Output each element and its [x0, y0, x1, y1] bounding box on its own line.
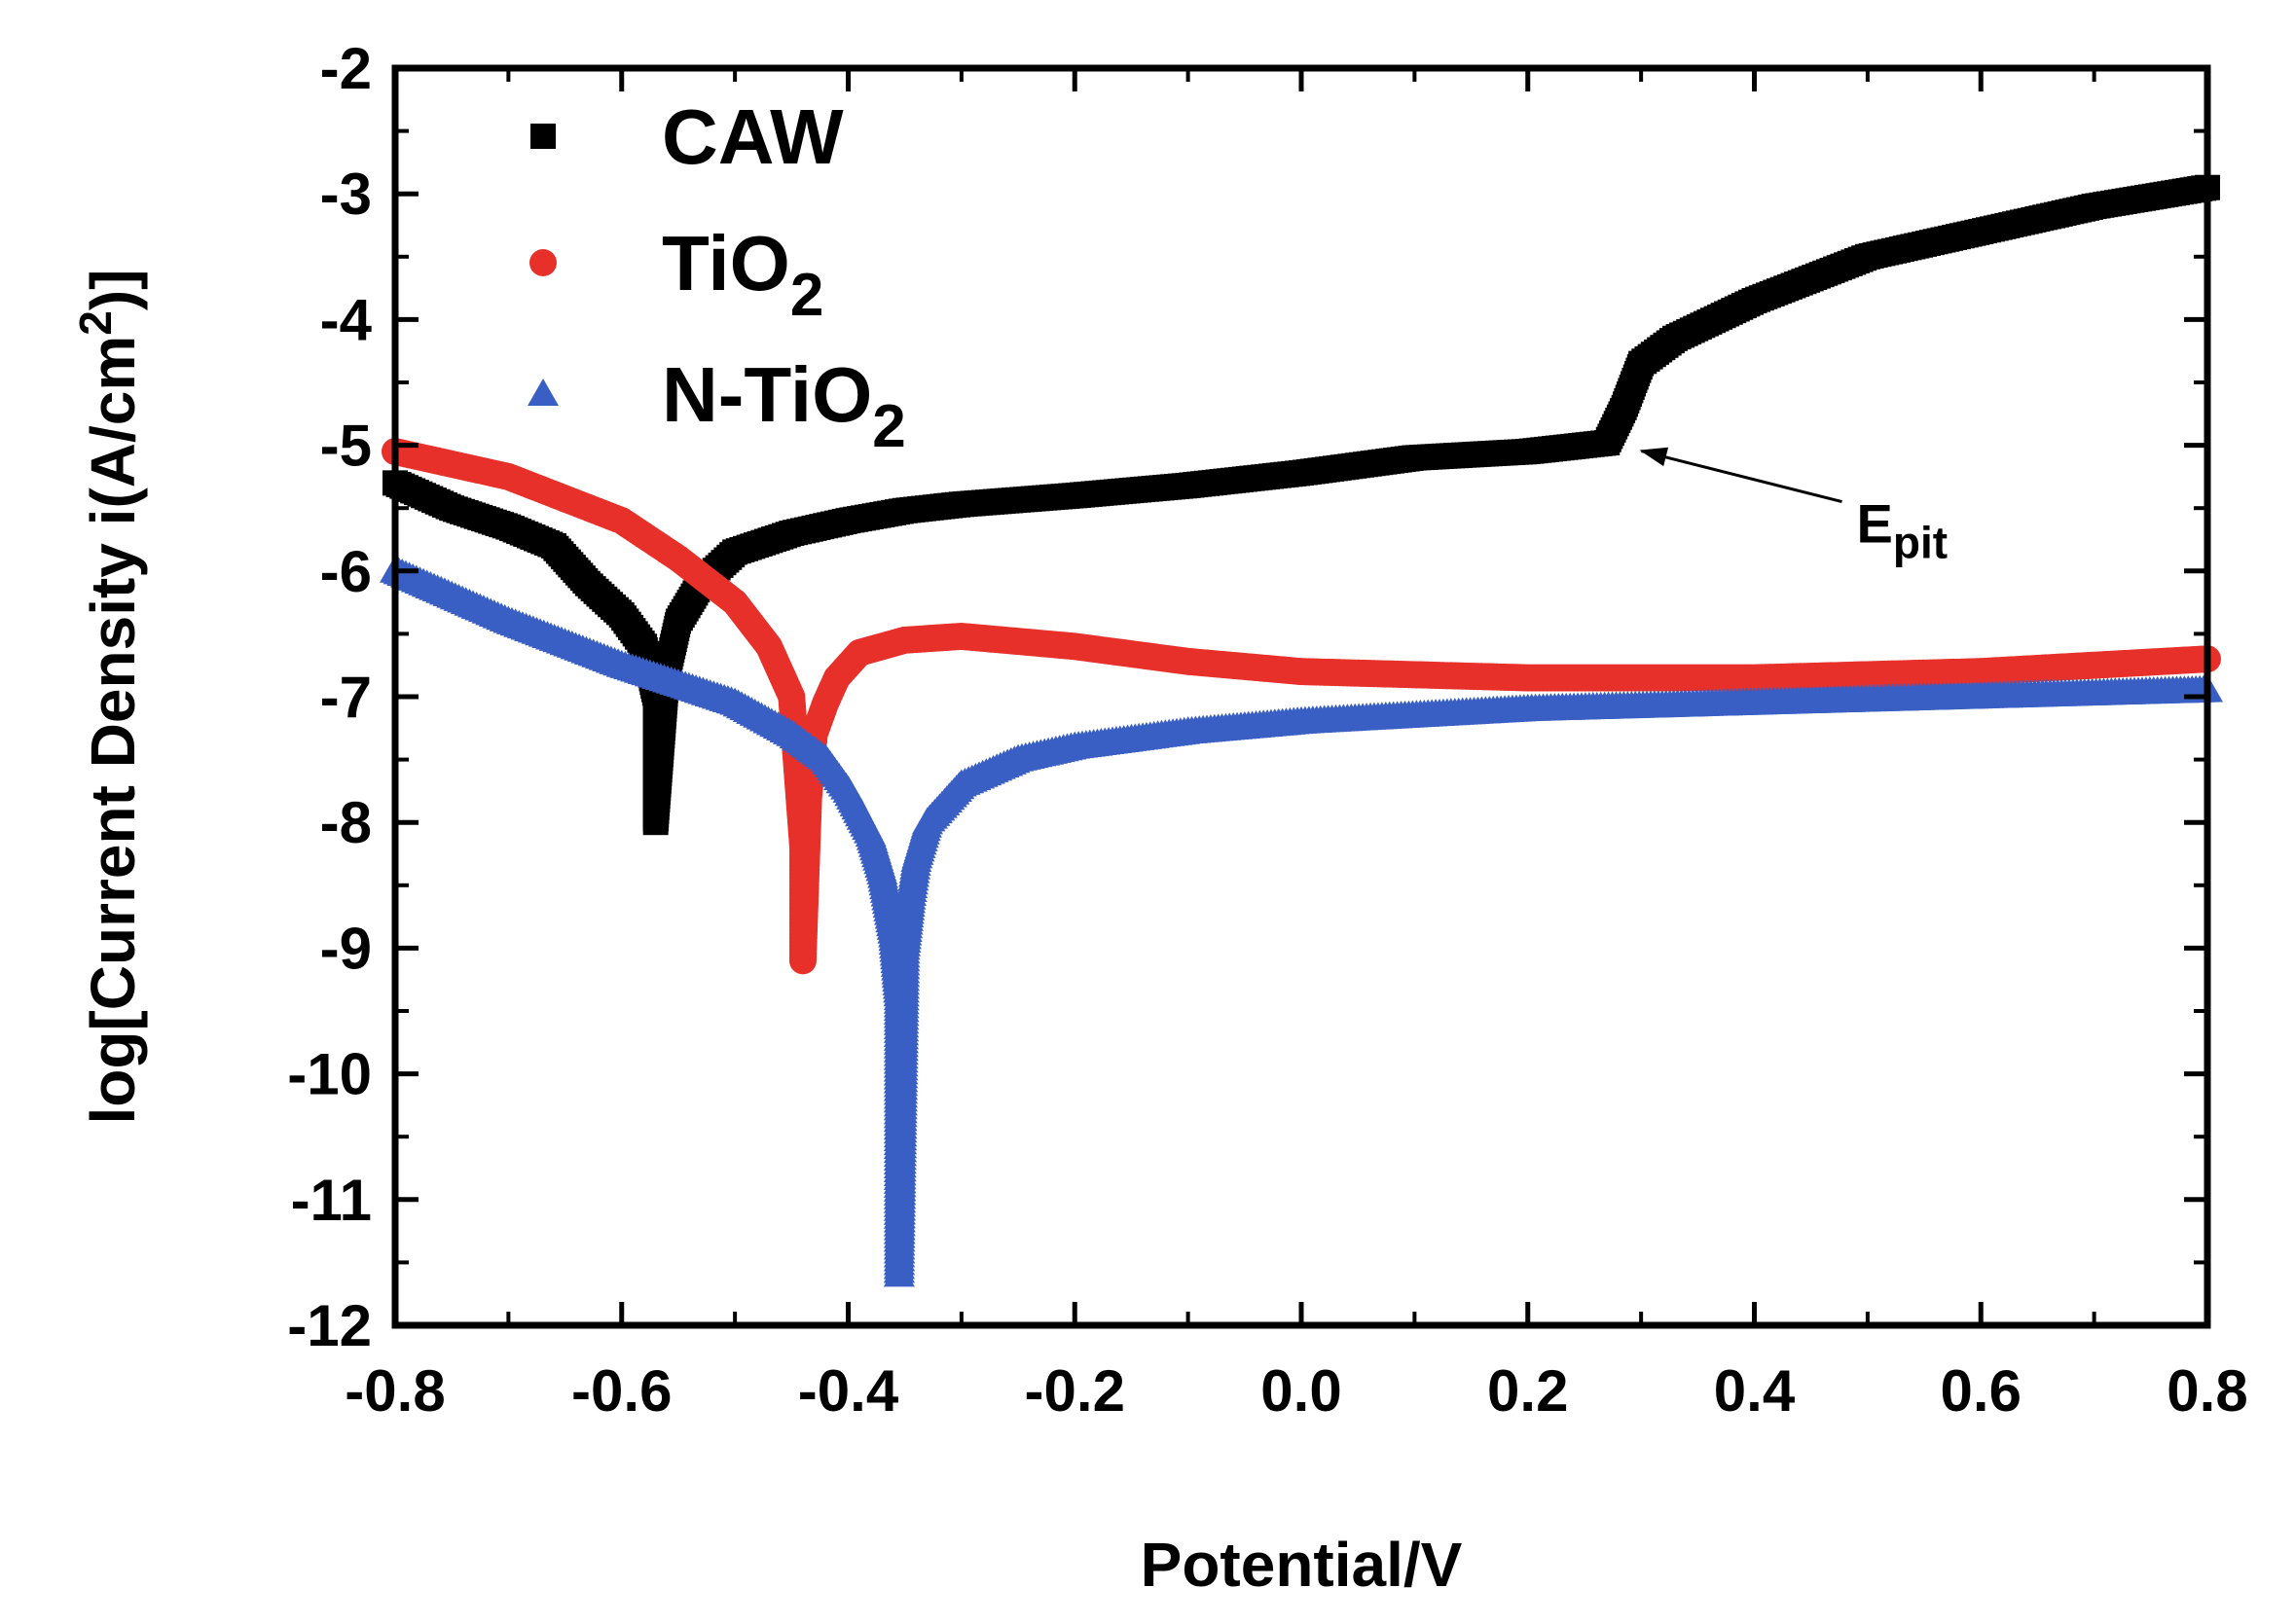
- y-tick-label: -4: [320, 287, 373, 352]
- legend: CAW TiO2 N-TiO2: [528, 93, 906, 460]
- y-tick-label: -2: [320, 36, 372, 101]
- series-tio2: [382, 438, 2221, 975]
- y-tick-label: -11: [291, 1168, 372, 1233]
- epit-annotation: Epit: [1639, 447, 1948, 568]
- epit-arrow-head: [1639, 447, 1669, 467]
- y-tick-label: -8: [320, 790, 372, 855]
- legend-item-n-tio2: N-TiO2: [528, 351, 906, 460]
- x-axis-title: Potential/V: [1141, 1530, 1463, 1600]
- y-tick-label: -7: [320, 665, 372, 730]
- y-tick-label: -9: [320, 916, 372, 981]
- x-tick-label: -0.4: [798, 1358, 899, 1424]
- legend-label-n-tio2: N-TiO2: [662, 351, 906, 460]
- legend-marker-triangle: [528, 379, 559, 406]
- y-tick-label: -10: [287, 1042, 372, 1107]
- legend-marker-circle: [529, 249, 557, 276]
- x-tick-label: -0.6: [571, 1358, 672, 1424]
- legend-label-tio2: TiO2: [662, 220, 823, 329]
- legend-marker-square: [530, 124, 556, 149]
- x-tick-label: 0.0: [1260, 1358, 1341, 1424]
- legend-item-caw: CAW: [530, 93, 844, 180]
- x-tick-label: -0.8: [345, 1358, 445, 1424]
- y-axis-title: log[Current Density i(A/cm2)]: [70, 270, 148, 1125]
- x-tick-label: 0.2: [1487, 1358, 1568, 1424]
- y-tick-label: -5: [320, 414, 372, 479]
- y-tick-label: -6: [320, 539, 372, 604]
- data-layer: [380, 174, 2223, 1287]
- epit-label: Epit: [1856, 493, 1948, 568]
- legend-item-tio2: TiO2: [529, 220, 823, 329]
- x-tick-label: 0.4: [1714, 1358, 1796, 1424]
- legend-label-caw: CAW: [662, 93, 844, 180]
- axes-layer: -0.8 -0.6 -0.4 -0.2 0.0 0.2 0.4 0.6 0.8 -2 -3 -4 -5 -…: [287, 36, 2247, 1424]
- y-tick-label: -3: [320, 162, 372, 227]
- y-tick-label: -12: [287, 1293, 372, 1358]
- series-caw: [382, 174, 2220, 836]
- x-tick-label: 0.6: [1941, 1358, 2022, 1424]
- epit-arrow-line: [1641, 450, 1842, 504]
- x-tick-label: -0.2: [1025, 1358, 1125, 1424]
- x-tick-label: 0.8: [2167, 1358, 2247, 1424]
- series-n-tio2: [380, 555, 2223, 1287]
